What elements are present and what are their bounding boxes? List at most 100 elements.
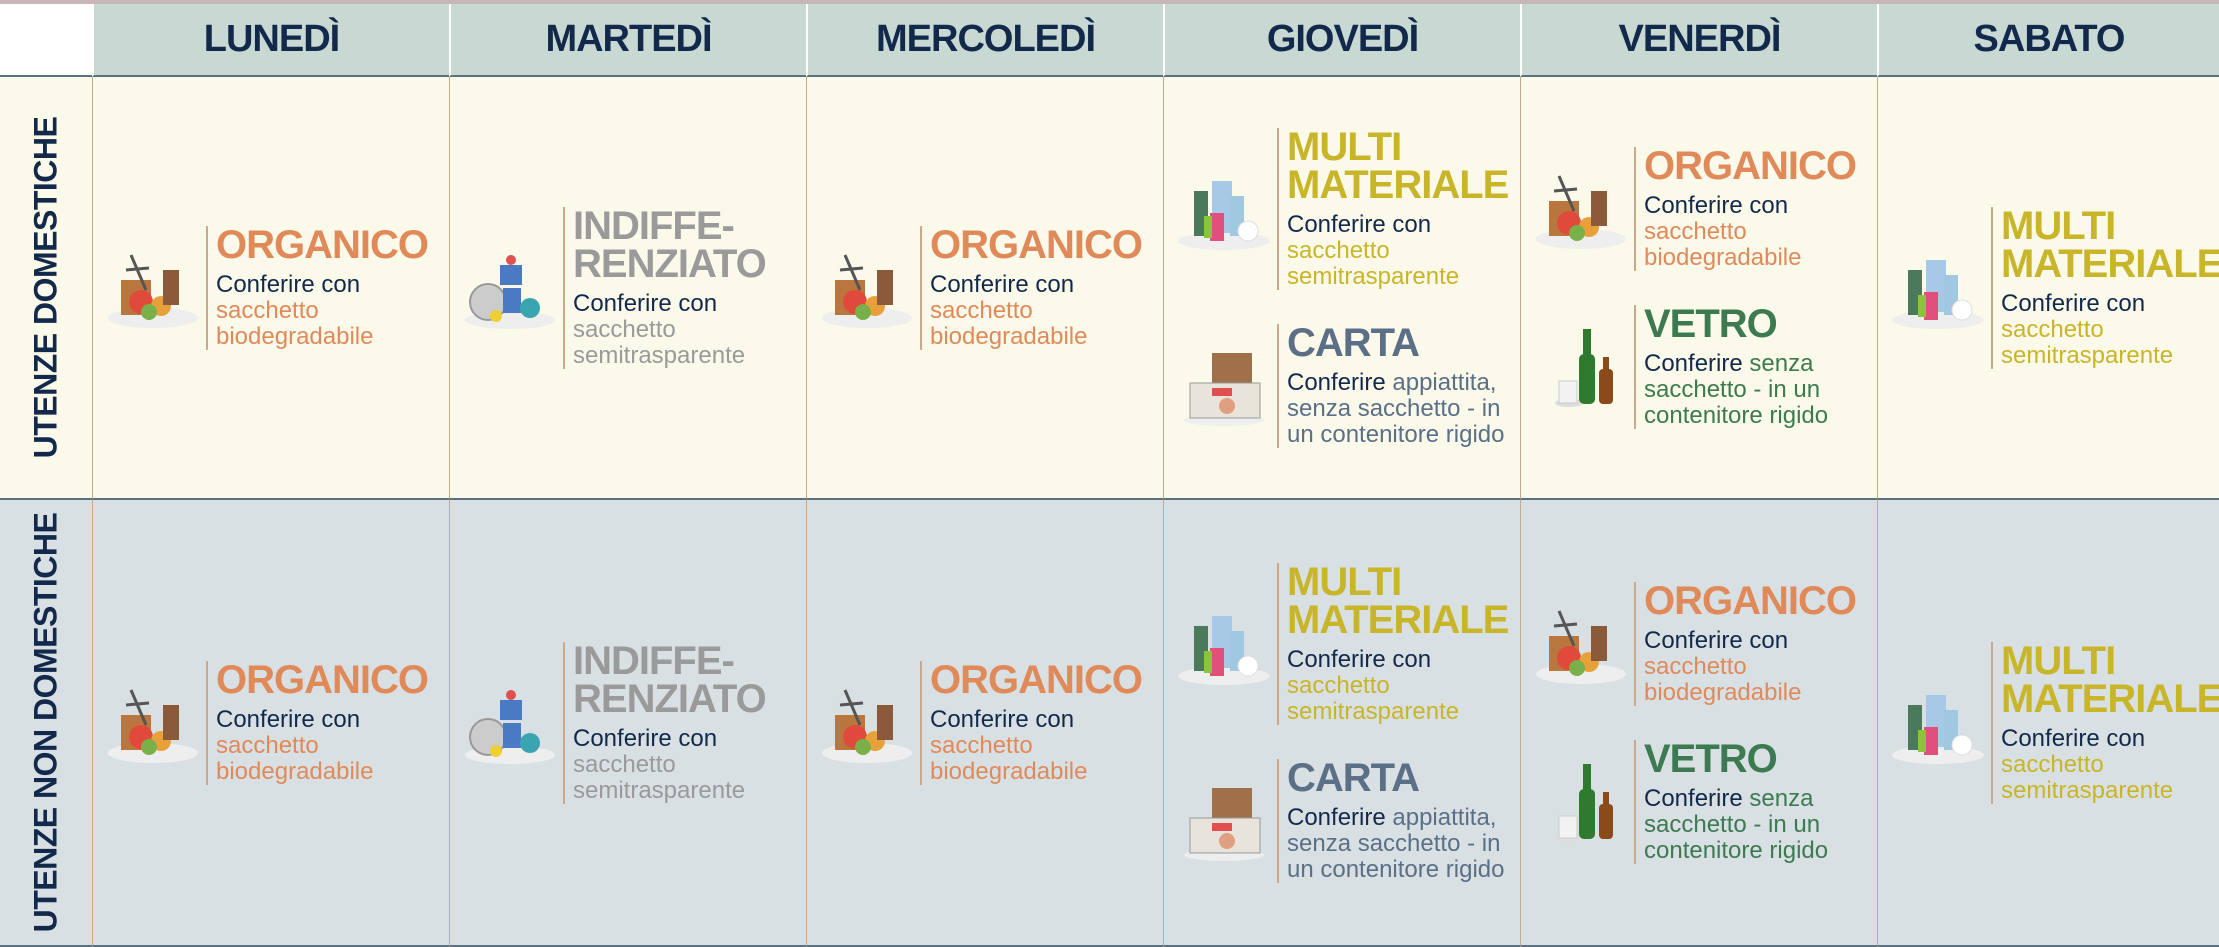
waste-text: INDIFFE- RENZIATO Conferire con sacchetto … — [563, 638, 798, 804]
row-label-text: UTENZE NON DOMESTICHE — [27, 512, 64, 933]
action: Conferire con — [573, 289, 718, 317]
waste-icon — [1184, 788, 1264, 861]
title-line: ORGANICO — [930, 657, 1143, 702]
cell: ORGANICO Conferire con sacchetto biodegra… — [92, 500, 449, 947]
corner — [0, 4, 92, 77]
waste-instructions: Conferire con sacchetto semitrasparente — [2001, 725, 2219, 804]
title-line: MULTI — [2001, 203, 2116, 248]
detail: sacchetto biodegradabile — [930, 731, 1088, 785]
waste-instructions: Conferire con sacchetto biodegradabile — [1644, 627, 1869, 706]
title-line: MATERIALE — [2001, 241, 2219, 286]
title-line: RENZIATO — [573, 676, 767, 721]
waste-item: ORGANICO Conferire con sacchetto biodegra… — [1529, 578, 1877, 706]
action: Conferire con — [216, 705, 361, 733]
cell: MULTI MATERIALE Conferire con sacchetto se… — [1163, 500, 1520, 947]
waste-item: MULTI MATERIALE Conferire con sacchetto se… — [1172, 124, 1520, 290]
detail: senza sacchetto - in un contenitore rigi… — [1644, 349, 1829, 429]
cell: MULTI MATERIALE Conferire con sacchetto se… — [1877, 500, 2219, 947]
action: Conferire con — [1644, 191, 1789, 219]
title-line: ORGANICO — [216, 222, 429, 267]
waste-text: MULTI MATERIALE Conferire con sacchetto se… — [1277, 124, 1512, 290]
waste-item: ORGANICO Conferire con sacchetto biodegra… — [1529, 146, 1877, 271]
title-line: MATERIALE — [1287, 162, 1509, 207]
waste-icon — [1536, 610, 1626, 684]
waste-title: ORGANICO — [1644, 578, 1869, 623]
title-line: INDIFFE- — [573, 638, 735, 683]
top-bar — [0, 0, 2219, 4]
action: Conferire con — [930, 270, 1075, 298]
detail: appiattita, senza sacchetto - in un cont… — [1287, 803, 1505, 883]
day-header: SABATO — [1877, 4, 2219, 77]
waste-text: ORGANICO Conferire con sacchetto biodegra… — [920, 657, 1155, 785]
waste-instructions: Conferire appiattita, senza sacchetto - … — [1287, 803, 1512, 883]
detail: sacchetto biodegradabile — [1644, 217, 1802, 271]
action: Conferire con — [1287, 645, 1432, 673]
waste-text: ORGANICO Conferire con sacchetto biodegra… — [1634, 146, 1869, 271]
cell: INDIFFE- RENZIATO Conferire con sacchetto … — [449, 77, 806, 500]
waste-title: CARTA — [1287, 758, 1512, 798]
action: Conferire con — [216, 270, 361, 298]
day-header: LUNEDÌ — [92, 4, 449, 77]
row-label: UTENZE NON DOMESTICHE — [0, 500, 92, 947]
detail: sacchetto semitrasparente — [2001, 315, 2174, 369]
detail: sacchetto biodegradabile — [216, 296, 374, 350]
waste-text: INDIFFE- RENZIATO Conferire con sacchetto … — [563, 206, 798, 369]
waste-text: MULTI MATERIALE Conferire con sacchetto se… — [1991, 638, 2219, 804]
waste-icon — [1555, 764, 1613, 842]
day-header: MARTEDÌ — [449, 4, 806, 77]
waste-item: INDIFFE- RENZIATO Conferire con sacchetto … — [458, 638, 806, 804]
waste-title: ORGANICO — [1644, 146, 1869, 186]
title-line: MULTI — [1287, 124, 1402, 169]
title-line: MATERIALE — [1287, 597, 1509, 642]
waste-icon — [1892, 695, 1984, 764]
waste-instructions: Conferire con sacchetto biodegradabile — [216, 705, 441, 785]
row-label: UTENZE DOMESTICHE — [0, 77, 92, 500]
waste-icon — [822, 689, 912, 763]
title-line: MULTI — [2001, 638, 2116, 683]
detail: sacchetto semitrasparente — [2001, 750, 2174, 804]
action: Conferire con — [1287, 210, 1432, 238]
waste-text: MULTI MATERIALE Conferire con sacchetto se… — [1277, 559, 1512, 725]
action: Conferire con — [930, 705, 1075, 733]
waste-title: ORGANICO — [216, 222, 441, 267]
waste-text: VETRO Conferire senza sacchetto - in un c… — [1634, 304, 1869, 429]
waste-instructions: Conferire senza sacchetto - in un conten… — [1644, 785, 1869, 864]
waste-title: MULTI MATERIALE — [1287, 124, 1512, 207]
waste-instructions: Conferire con sacchetto semitrasparente — [1287, 210, 1512, 290]
cell: MULTI MATERIALE Conferire con sacchetto se… — [1877, 77, 2219, 500]
waste-item: CARTA Conferire appiattita, senza sacchet… — [1172, 758, 1520, 883]
waste-icon — [108, 689, 198, 763]
waste-item: VETRO Conferire senza sacchetto - in un c… — [1529, 304, 1877, 429]
waste-title: ORGANICO — [216, 657, 441, 702]
waste-instructions: Conferire senza sacchetto - in un conten… — [1644, 349, 1869, 429]
waste-instructions: Conferire con sacchetto semitrasparente — [573, 724, 798, 804]
waste-title: MULTI MATERIALE — [2001, 638, 2219, 721]
cell: ORGANICO Conferire con sacchetto biodegra… — [806, 77, 1163, 500]
waste-title: MULTI MATERIALE — [2001, 203, 2219, 286]
waste-title: ORGANICO — [930, 657, 1155, 702]
waste-text: ORGANICO Conferire con sacchetto biodegra… — [920, 225, 1155, 350]
title-line: ORGANICO — [216, 657, 429, 702]
action: Conferire — [1287, 368, 1386, 396]
title-line: MATERIALE — [2001, 676, 2219, 721]
waste-item: ORGANICO Conferire con sacchetto biodegra… — [815, 657, 1163, 785]
waste-text: CARTA Conferire appiattita, senza sacchet… — [1277, 323, 1512, 448]
detail: sacchetto biodegradabile — [1644, 652, 1802, 706]
waste-instructions: Conferire con sacchetto biodegradabile — [216, 270, 441, 350]
waste-icon — [108, 254, 198, 328]
waste-icon — [465, 690, 555, 764]
action: Conferire con — [573, 724, 718, 752]
action: Conferire — [1644, 349, 1743, 377]
waste-title: ORGANICO — [930, 225, 1155, 265]
title-line: ORGANICO — [1644, 578, 1857, 623]
cell: ORGANICO Conferire con sacchetto biodegra… — [1520, 500, 1877, 947]
detail: sacchetto semitrasparente — [573, 315, 746, 369]
waste-icon — [1184, 353, 1264, 426]
waste-instructions: Conferire con sacchetto biodegradabile — [930, 270, 1155, 350]
waste-title: INDIFFE- RENZIATO — [573, 206, 798, 284]
title-line: MULTI — [1287, 559, 1402, 604]
action: Conferire con — [2001, 289, 2146, 317]
waste-instructions: Conferire con sacchetto semitrasparente — [573, 289, 798, 369]
waste-item: INDIFFE- RENZIATO Conferire con sacchetto … — [458, 206, 806, 369]
waste-text: MULTI MATERIALE Conferire con sacchetto se… — [1991, 203, 2219, 369]
